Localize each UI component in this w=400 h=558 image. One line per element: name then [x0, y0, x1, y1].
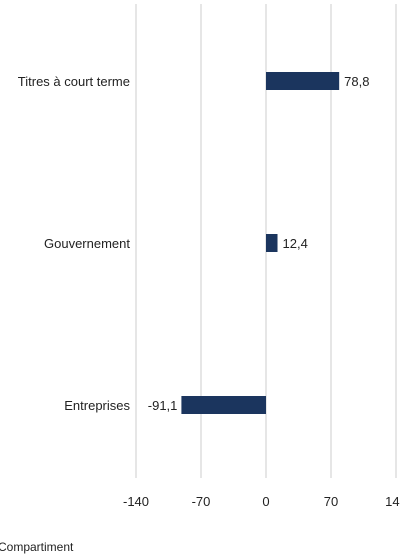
category-label-1: Gouvernement — [44, 236, 130, 251]
x-tick-label-3: 70 — [324, 494, 338, 509]
value-label-2: -91,1 — [148, 398, 178, 413]
bar-0 — [266, 72, 340, 90]
x-tick-label-2: 0 — [262, 494, 269, 509]
category-label-0: Titres à court terme — [18, 74, 130, 89]
x-tick-label-4: 140 — [385, 494, 400, 509]
bar-2 — [181, 396, 266, 414]
x-axis-title: Compartiment — [0, 540, 74, 554]
bar-1 — [266, 234, 278, 252]
value-labels: 78,8 12,4 -91,1 — [148, 74, 370, 413]
x-tick-labels: -140 -70 0 70 140 — [123, 494, 400, 509]
bars — [181, 72, 340, 414]
value-label-0: 78,8 — [344, 74, 369, 89]
x-tick-label-1: -70 — [192, 494, 211, 509]
category-label-2: Entreprises — [64, 398, 130, 413]
x-tick-label-0: -140 — [123, 494, 149, 509]
value-label-1: 12,4 — [283, 236, 308, 251]
category-labels: Titres à court terme Gouvernement Entrepri… — [18, 74, 131, 413]
